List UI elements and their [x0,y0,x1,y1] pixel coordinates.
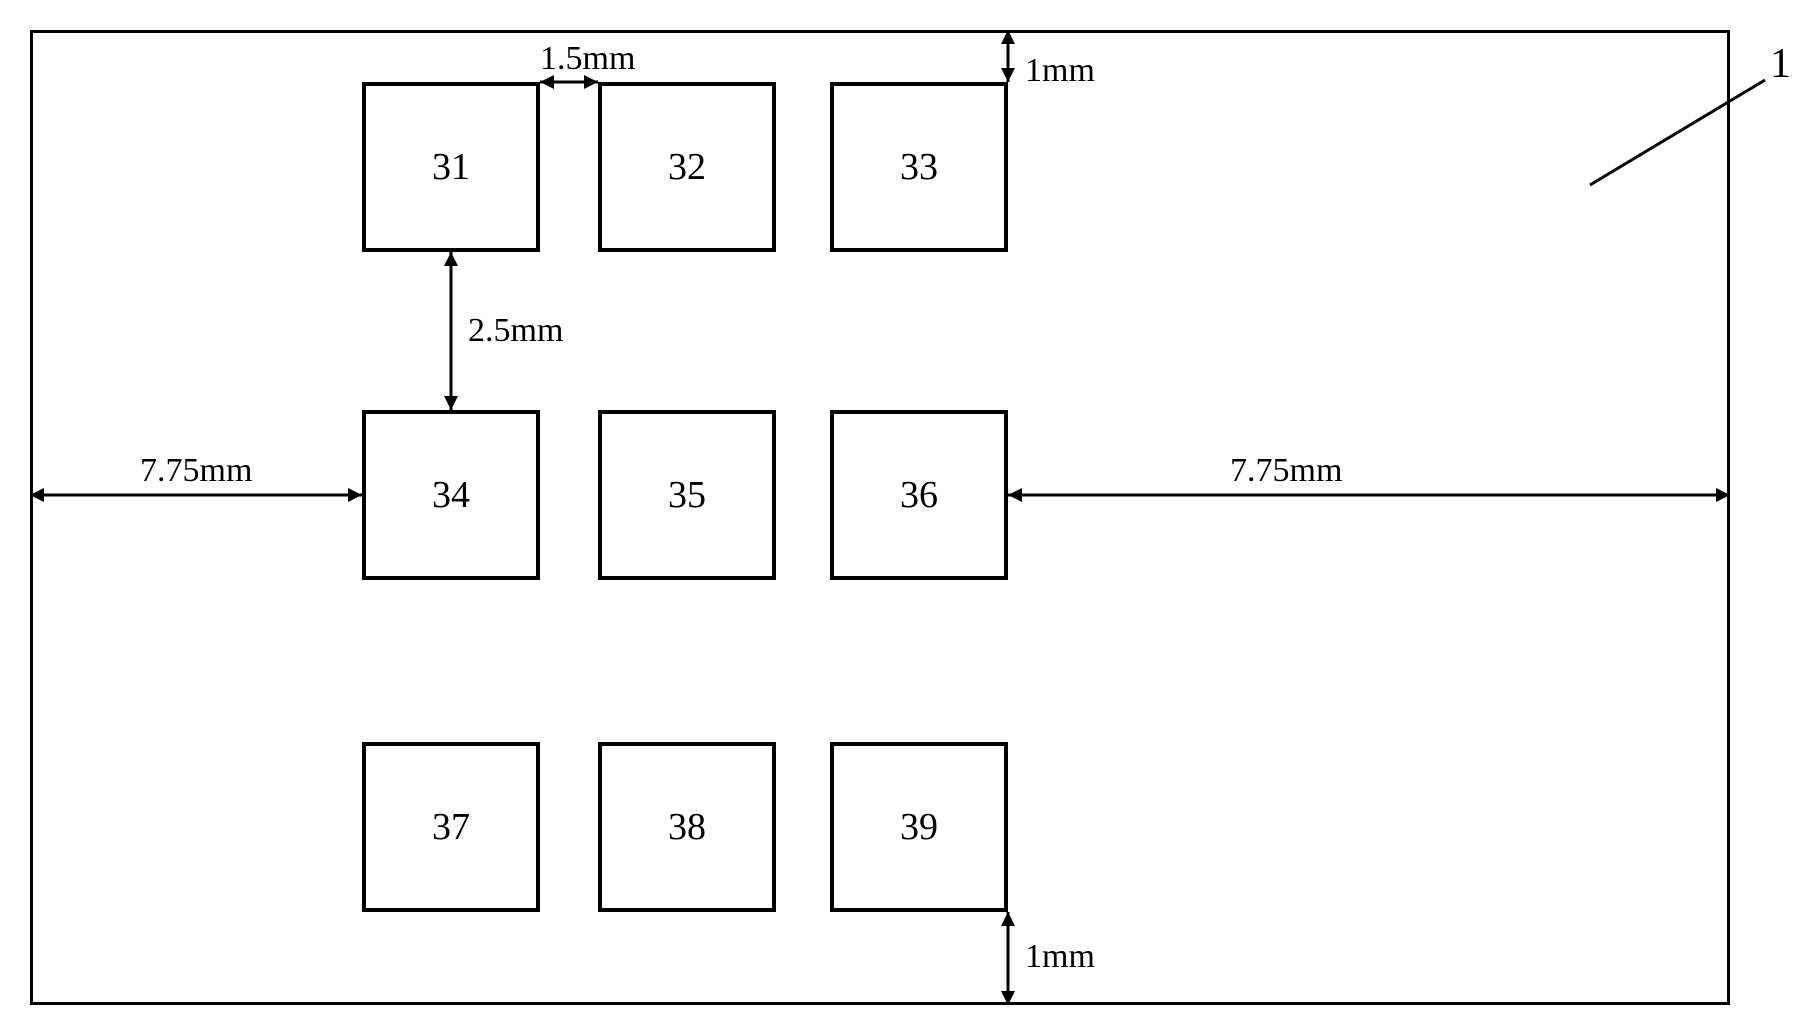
box-34: 34 [362,410,540,580]
box-label: 32 [668,145,706,189]
dim-label-bottom-gap: 1mm [1025,938,1095,976]
box-label: 38 [668,805,706,849]
box-label: 31 [432,145,470,189]
box-label: 35 [668,473,706,517]
box-label: 36 [900,473,938,517]
dim-label-left-gap: 7.75mm [140,452,252,490]
diagram-canvas: 31 32 33 34 35 36 37 38 39 1.5mm 1mm 2.5… [0,0,1818,1031]
callout-label: 1 [1770,40,1791,88]
dim-label-top-gap: 1mm [1025,52,1095,90]
dim-label-h-gap: 1.5mm [540,40,635,78]
box-37: 37 [362,742,540,912]
dim-label-right-gap: 7.75mm [1230,452,1342,490]
box-33: 33 [830,82,1008,252]
box-label: 33 [900,145,938,189]
box-38: 38 [598,742,776,912]
box-32: 32 [598,82,776,252]
box-label: 39 [900,805,938,849]
box-36: 36 [830,410,1008,580]
dim-label-v-gap: 2.5mm [468,312,563,350]
box-35: 35 [598,410,776,580]
box-39: 39 [830,742,1008,912]
box-31: 31 [362,82,540,252]
box-label: 37 [432,805,470,849]
box-label: 34 [432,473,470,517]
